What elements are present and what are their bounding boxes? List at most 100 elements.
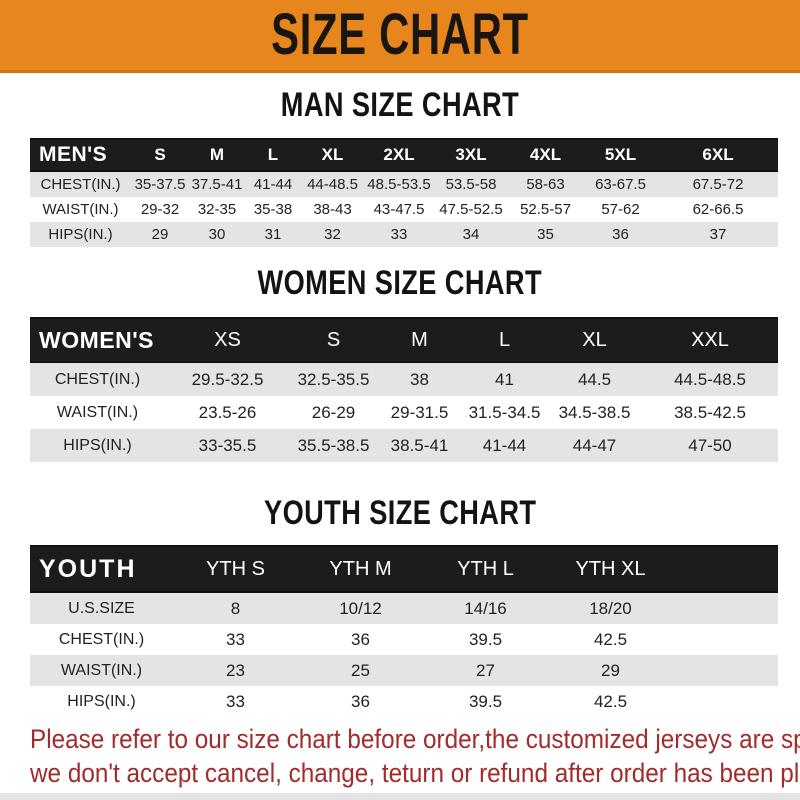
men-heading-text: MAN SIZE CHART: [280, 86, 520, 124]
size-cell: 32-35: [189, 197, 245, 222]
size-cell: 32: [301, 222, 364, 247]
column-header: XL: [301, 138, 364, 172]
size-cell: 57-62: [583, 197, 658, 222]
size-cell: 37: [658, 222, 778, 247]
size-cell: 38-43: [301, 197, 364, 222]
size-cell: 29: [548, 655, 673, 686]
table-row: CHEST(IN.) 35-37.5 37.5-41 41-44 44-48.5 48.5…: [30, 171, 778, 197]
column-header: YTH XL: [548, 545, 673, 593]
table-row: CHEST(IN.) 29.5-32.5 32.5-35.5 38 41 44.5 44.5…: [30, 362, 778, 396]
size-cell: 44-48.5: [301, 171, 364, 197]
column-header: 6XL: [658, 138, 778, 172]
size-cell: 32.5-35.5: [290, 362, 377, 396]
size-cell: 36: [298, 624, 423, 655]
row-label-cell: WAIST(IN.): [30, 396, 165, 429]
size-cell: 35: [508, 222, 583, 247]
table-row: HIPS(IN.) 29 30 31 32 33 34 35 36 37: [30, 222, 778, 247]
size-cell: 67.5-72: [658, 171, 778, 197]
size-cell: 63-67.5: [583, 171, 658, 197]
table-row: WAIST(IN.) 23.5-26 26-29 29-31.5 31.5-34.5 34…: [30, 396, 778, 429]
size-chart-banner: SIZE CHART: [0, 0, 800, 73]
size-cell: 25: [298, 655, 423, 686]
column-header: 4XL: [508, 138, 583, 172]
column-header: YTH L: [423, 545, 548, 593]
size-cell: 27: [423, 655, 548, 686]
size-cell: 30: [189, 222, 245, 247]
size-cell: 33: [173, 686, 298, 717]
size-cell: 41: [462, 362, 547, 396]
column-header: M: [377, 317, 462, 363]
size-cell: 26-29: [290, 396, 377, 429]
row-label-cell: CHEST(IN.): [30, 624, 173, 655]
size-cell: 29.5-32.5: [165, 362, 290, 396]
column-header: L: [462, 317, 547, 363]
size-cell: 29: [131, 222, 189, 247]
youth-section-heading: YOUTH SIZE CHART: [0, 496, 800, 530]
men-section-heading: MAN SIZE CHART: [0, 88, 800, 122]
size-cell: 42.5: [548, 624, 673, 655]
disclaimer-line-1: Please refer to our size chart before or…: [30, 724, 800, 754]
youth-heading-text: YOUTH SIZE CHART: [263, 494, 537, 532]
order-disclaimer: Please refer to our size chart before or…: [30, 722, 800, 790]
table-row: WAIST(IN.) 29-32 32-35 35-38 38-43 43-47.5 47.…: [30, 197, 778, 222]
size-cell: 37.5-41: [189, 171, 245, 197]
size-cell: 52.5-57: [508, 197, 583, 222]
size-cell: 35-38: [245, 197, 301, 222]
size-cell: 41-44: [462, 429, 547, 462]
size-cell: 29-31.5: [377, 396, 462, 429]
size-cell: 34: [434, 222, 508, 247]
column-header: 3XL: [434, 138, 508, 172]
disclaimer-line-2: we don't accept cancel, change, teturn o…: [30, 758, 800, 788]
size-cell: 44.5-48.5: [642, 362, 778, 396]
table-row: CHEST(IN.) 33 36 39.5 42.5: [30, 624, 778, 655]
size-cell: 14/16: [423, 592, 548, 624]
womens-size-table: WOMEN'S XS S M L XL XXL CHEST(IN.) 29.5-32.5 32.5…: [30, 317, 778, 462]
column-header: S: [290, 317, 377, 363]
size-cell: 39.5: [423, 624, 548, 655]
column-header: YTH S: [173, 545, 298, 593]
youth-header-label: YOUTH: [30, 545, 173, 593]
column-header: L: [245, 138, 301, 172]
size-cell: 47-50: [642, 429, 778, 462]
size-cell: 48.5-53.5: [364, 171, 434, 197]
size-cell: 31.5-34.5: [462, 396, 547, 429]
row-label-cell: CHEST(IN.): [30, 171, 131, 197]
size-cell: 42.5: [548, 686, 673, 717]
column-header: 5XL: [583, 138, 658, 172]
size-cell: 53.5-58: [434, 171, 508, 197]
row-label-cell: HIPS(IN.): [30, 429, 165, 462]
mens-size-table: MEN'S S M L XL 2XL 3XL 4XL 5XL 6XL CHEST(IN.) 35-37…: [30, 138, 778, 247]
size-cell: 29-32: [131, 197, 189, 222]
column-header: S: [131, 138, 189, 172]
column-header: XS: [165, 317, 290, 363]
row-label-cell: U.S.SIZE: [30, 592, 173, 624]
size-cell: 35.5-38.5: [290, 429, 377, 462]
row-spacer-cell: [673, 655, 778, 686]
banner-title: SIZE CHART: [271, 2, 529, 67]
women-heading-text: WOMEN SIZE CHART: [257, 264, 543, 302]
column-header: XXL: [642, 317, 778, 363]
row-label-cell: HIPS(IN.): [30, 686, 173, 717]
size-cell: 23.5-26: [165, 396, 290, 429]
size-cell: 44-47: [547, 429, 642, 462]
row-label-cell: HIPS(IN.): [30, 222, 131, 247]
women-section-heading: WOMEN SIZE CHART: [0, 266, 800, 300]
size-cell: 44.5: [547, 362, 642, 396]
table-header-row: YOUTH YTH S YTH M YTH L YTH XL: [30, 545, 778, 593]
column-header: YTH M: [298, 545, 423, 593]
table-header-row: MEN'S S M L XL 2XL 3XL 4XL 5XL 6XL: [30, 138, 778, 172]
row-spacer-cell: [673, 592, 778, 624]
row-label-cell: CHEST(IN.): [30, 362, 165, 396]
women-header-label: WOMEN'S: [30, 317, 165, 363]
size-cell: 23: [173, 655, 298, 686]
size-cell: 36: [298, 686, 423, 717]
column-header: 2XL: [364, 138, 434, 172]
bottom-edge-strip: [0, 793, 800, 800]
size-cell: 33-35.5: [165, 429, 290, 462]
table-row: HIPS(IN.) 33-35.5 35.5-38.5 38.5-41 41-44 44-…: [30, 429, 778, 462]
row-label-cell: WAIST(IN.): [30, 197, 131, 222]
youth-size-table: YOUTH YTH S YTH M YTH L YTH XL U.S.SIZE 8 10/12…: [30, 545, 778, 717]
column-header: XL: [547, 317, 642, 363]
men-header-label: MEN'S: [30, 138, 131, 172]
size-cell: 41-44: [245, 171, 301, 197]
